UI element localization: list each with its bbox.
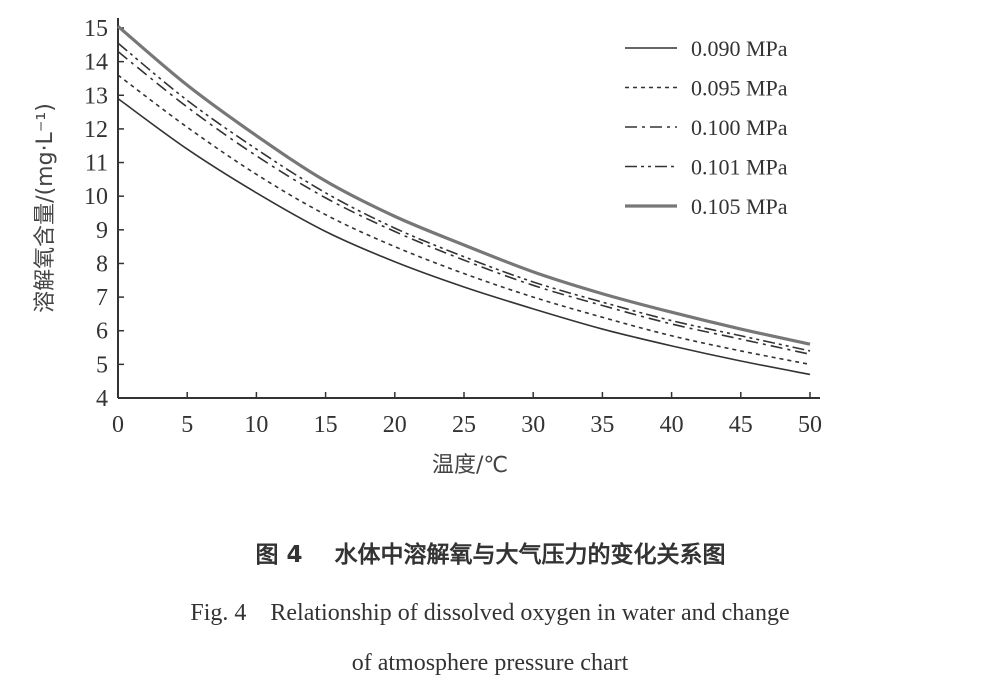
- x-tick-label: 35: [590, 412, 614, 438]
- y-tick-label: 4: [96, 386, 108, 412]
- figure-caption-english: Fig. 4 Relationship of dissolved oxygen …: [190, 600, 790, 676]
- y-tick-label: 14: [84, 50, 108, 76]
- series-line-3: [117, 50, 811, 356]
- x-tick-label: 10: [244, 412, 268, 438]
- x-ticks: 0 5 10 15 20 25 30 35 40 45 50: [112, 392, 822, 438]
- x-tick-label: 25: [452, 412, 476, 438]
- y-tick-label: 12: [84, 117, 108, 143]
- y-tick-label: 9: [96, 218, 108, 244]
- legend: 0.090 MPa 0.095 MPa 0.100 MPa 0.101 MPa 0.10…: [625, 36, 788, 219]
- y-tick-label: 15: [84, 16, 108, 42]
- x-tick-label: 40: [660, 412, 684, 438]
- legend-label-4: 0.101 MPa: [691, 155, 788, 180]
- x-tick-label: 45: [729, 412, 753, 438]
- y-tick-label: 11: [85, 151, 108, 177]
- x-tick-label: 50: [798, 412, 822, 438]
- x-tick-label: 20: [383, 412, 407, 438]
- series-line-1: [117, 97, 811, 376]
- x-tick-label: 30: [521, 412, 545, 438]
- y-tick-label: 5: [96, 352, 108, 378]
- legend-label-2: 0.095 MPa: [691, 76, 788, 101]
- y-tick-label: 8: [96, 251, 108, 277]
- x-axis-title: 温度/℃: [432, 453, 508, 478]
- x-tick-label: 15: [314, 412, 338, 438]
- series-lines: [116, 25, 811, 376]
- y-tick-label: 6: [96, 319, 108, 345]
- y-tick-label: 7: [96, 285, 108, 311]
- y-ticks: 4 5 6 7 8 9 10 11 12 13 14 15: [84, 16, 124, 412]
- axes: [117, 18, 820, 399]
- x-tick-label: 0: [112, 412, 124, 438]
- y-tick-label: 13: [84, 83, 108, 109]
- legend-label-1: 0.090 MPa: [691, 36, 788, 61]
- y-tick-label: 10: [84, 184, 108, 210]
- series-line-2: [117, 74, 811, 366]
- series-line-5: [116, 25, 811, 346]
- figure-caption-chinese: 图 4 水体中溶解氧与大气压力的变化关系图: [255, 542, 726, 568]
- x-tick-label: 5: [181, 412, 193, 438]
- legend-label-3: 0.100 MPa: [691, 115, 788, 140]
- y-axis-title: 溶解氧含量/(mg·L⁻¹): [33, 103, 58, 313]
- legend-label-5: 0.105 MPa: [691, 194, 788, 219]
